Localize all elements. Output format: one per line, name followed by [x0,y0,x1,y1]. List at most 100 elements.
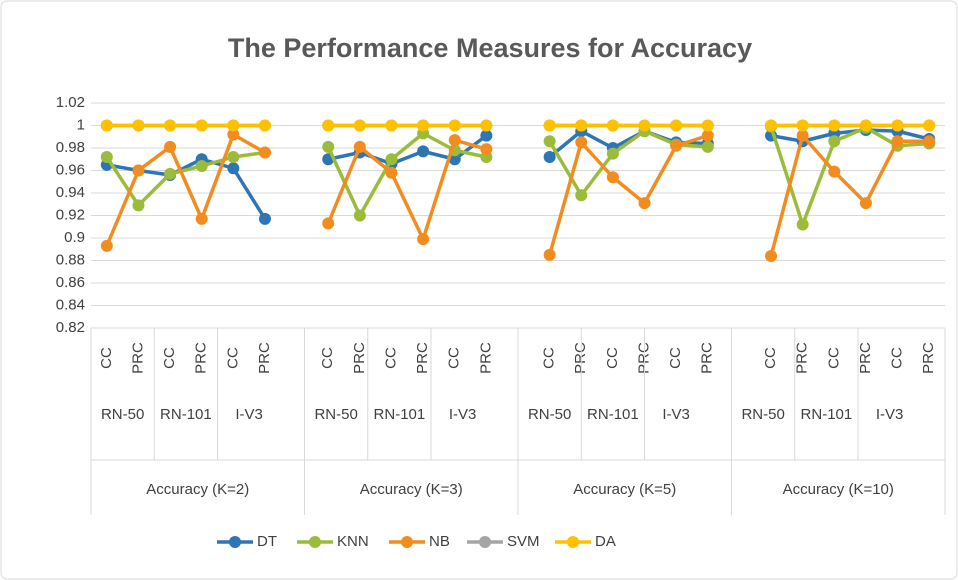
y-tick-label: 0.9 [64,229,85,246]
subgroup-label: RN-101 [160,406,212,423]
series-marker [132,164,145,177]
series-marker [227,151,240,163]
legend-label: KNN [337,533,369,550]
series-marker [480,129,493,142]
series-marker [480,143,493,156]
legend-label: SVM [507,533,540,550]
series-marker [164,167,177,180]
x-tick-label: PRC [256,342,273,374]
x-tick-label: CC [762,347,779,369]
series-marker [132,119,145,132]
series-marker [765,119,778,132]
x-tick-label: PRC [635,342,652,374]
series-marker [132,199,145,212]
legend-label: NB [429,533,450,550]
x-tick-label: PRC [477,342,494,374]
x-tick-label: CC [541,347,558,369]
y-tick-label: 0.96 [56,161,85,178]
series-marker [638,197,651,210]
x-tick-label: PRC [699,342,716,374]
series-marker [448,119,461,132]
x-tick-label: CC [161,347,178,369]
series-marker [701,119,714,132]
y-tick-label: 0.84 [56,296,85,313]
series-marker [417,145,430,158]
group-label: Accuracy (K=2) [146,481,249,498]
series-marker [227,128,240,141]
series-marker [448,134,461,147]
y-tick-label: 0.86 [56,274,85,291]
series-marker [543,119,556,132]
subgroup-label: I-V3 [449,406,477,423]
series-marker [258,146,271,159]
series-marker [828,165,841,178]
x-tick-label: CC [319,347,336,369]
series-marker [353,140,366,153]
series-marker [258,212,271,225]
series-marker [828,135,841,148]
legend-marker [229,536,241,548]
series-marker [575,119,588,132]
y-tick-label: 0.94 [56,184,85,201]
series-marker [100,151,113,163]
series-marker [796,119,809,132]
x-tick-label: CC [224,347,241,369]
x-tick-label: CC [382,347,399,369]
series-marker [164,140,177,153]
x-tick-label: PRC [572,342,589,374]
x-tick-label: CC [446,347,463,369]
series-marker [891,119,904,132]
series-marker [385,119,398,132]
y-tick-label: 0.88 [56,251,85,268]
legend-marker [309,536,321,548]
x-tick-label: PRC [193,342,210,374]
subgroup-label: RN-50 [101,406,144,423]
subgroup-label: RN-101 [587,406,639,423]
y-tick-label: 0.82 [56,319,85,336]
series-marker [322,217,335,230]
series-marker [606,171,619,184]
series-marker [638,119,651,132]
subgroup-label: RN-101 [801,406,853,423]
series-marker [100,119,113,132]
series-marker [765,250,778,262]
series-marker [859,119,872,132]
series-marker [195,119,208,132]
series-marker [543,135,556,148]
series-marker [322,140,335,153]
x-tick-label: PRC [414,342,431,374]
x-tick-label: CC [98,347,115,369]
subgroup-label: I-V3 [876,406,904,423]
x-tick-label: PRC [857,342,874,374]
subgroup-label: RN-50 [741,406,784,423]
subgroup-label: RN-50 [314,406,357,423]
series-marker [100,239,113,252]
series-marker [448,153,461,166]
series-marker [543,248,556,261]
legend-label: DT [257,533,277,550]
series-marker [670,119,683,132]
group-label: Accuracy (K=3) [360,481,463,498]
series-marker [385,153,398,166]
x-tick-label: PRC [920,342,937,374]
series-marker [606,147,619,160]
series-marker [701,129,714,142]
series-marker [227,119,240,132]
series-line [106,128,930,220]
series-marker [164,119,177,132]
subgroup-label: RN-101 [374,406,426,423]
x-tick-label: CC [889,347,906,369]
series-marker [670,139,683,152]
x-tick-label: CC [604,347,621,369]
chart-title: The Performance Measures for Accuracy [228,33,752,63]
y-tick-label: 1 [77,116,85,133]
series-marker [480,119,493,132]
legend-label: DA [595,533,616,550]
series-marker [575,189,588,202]
series-line [105,132,930,257]
series-marker [606,119,619,132]
series-line [105,126,930,227]
